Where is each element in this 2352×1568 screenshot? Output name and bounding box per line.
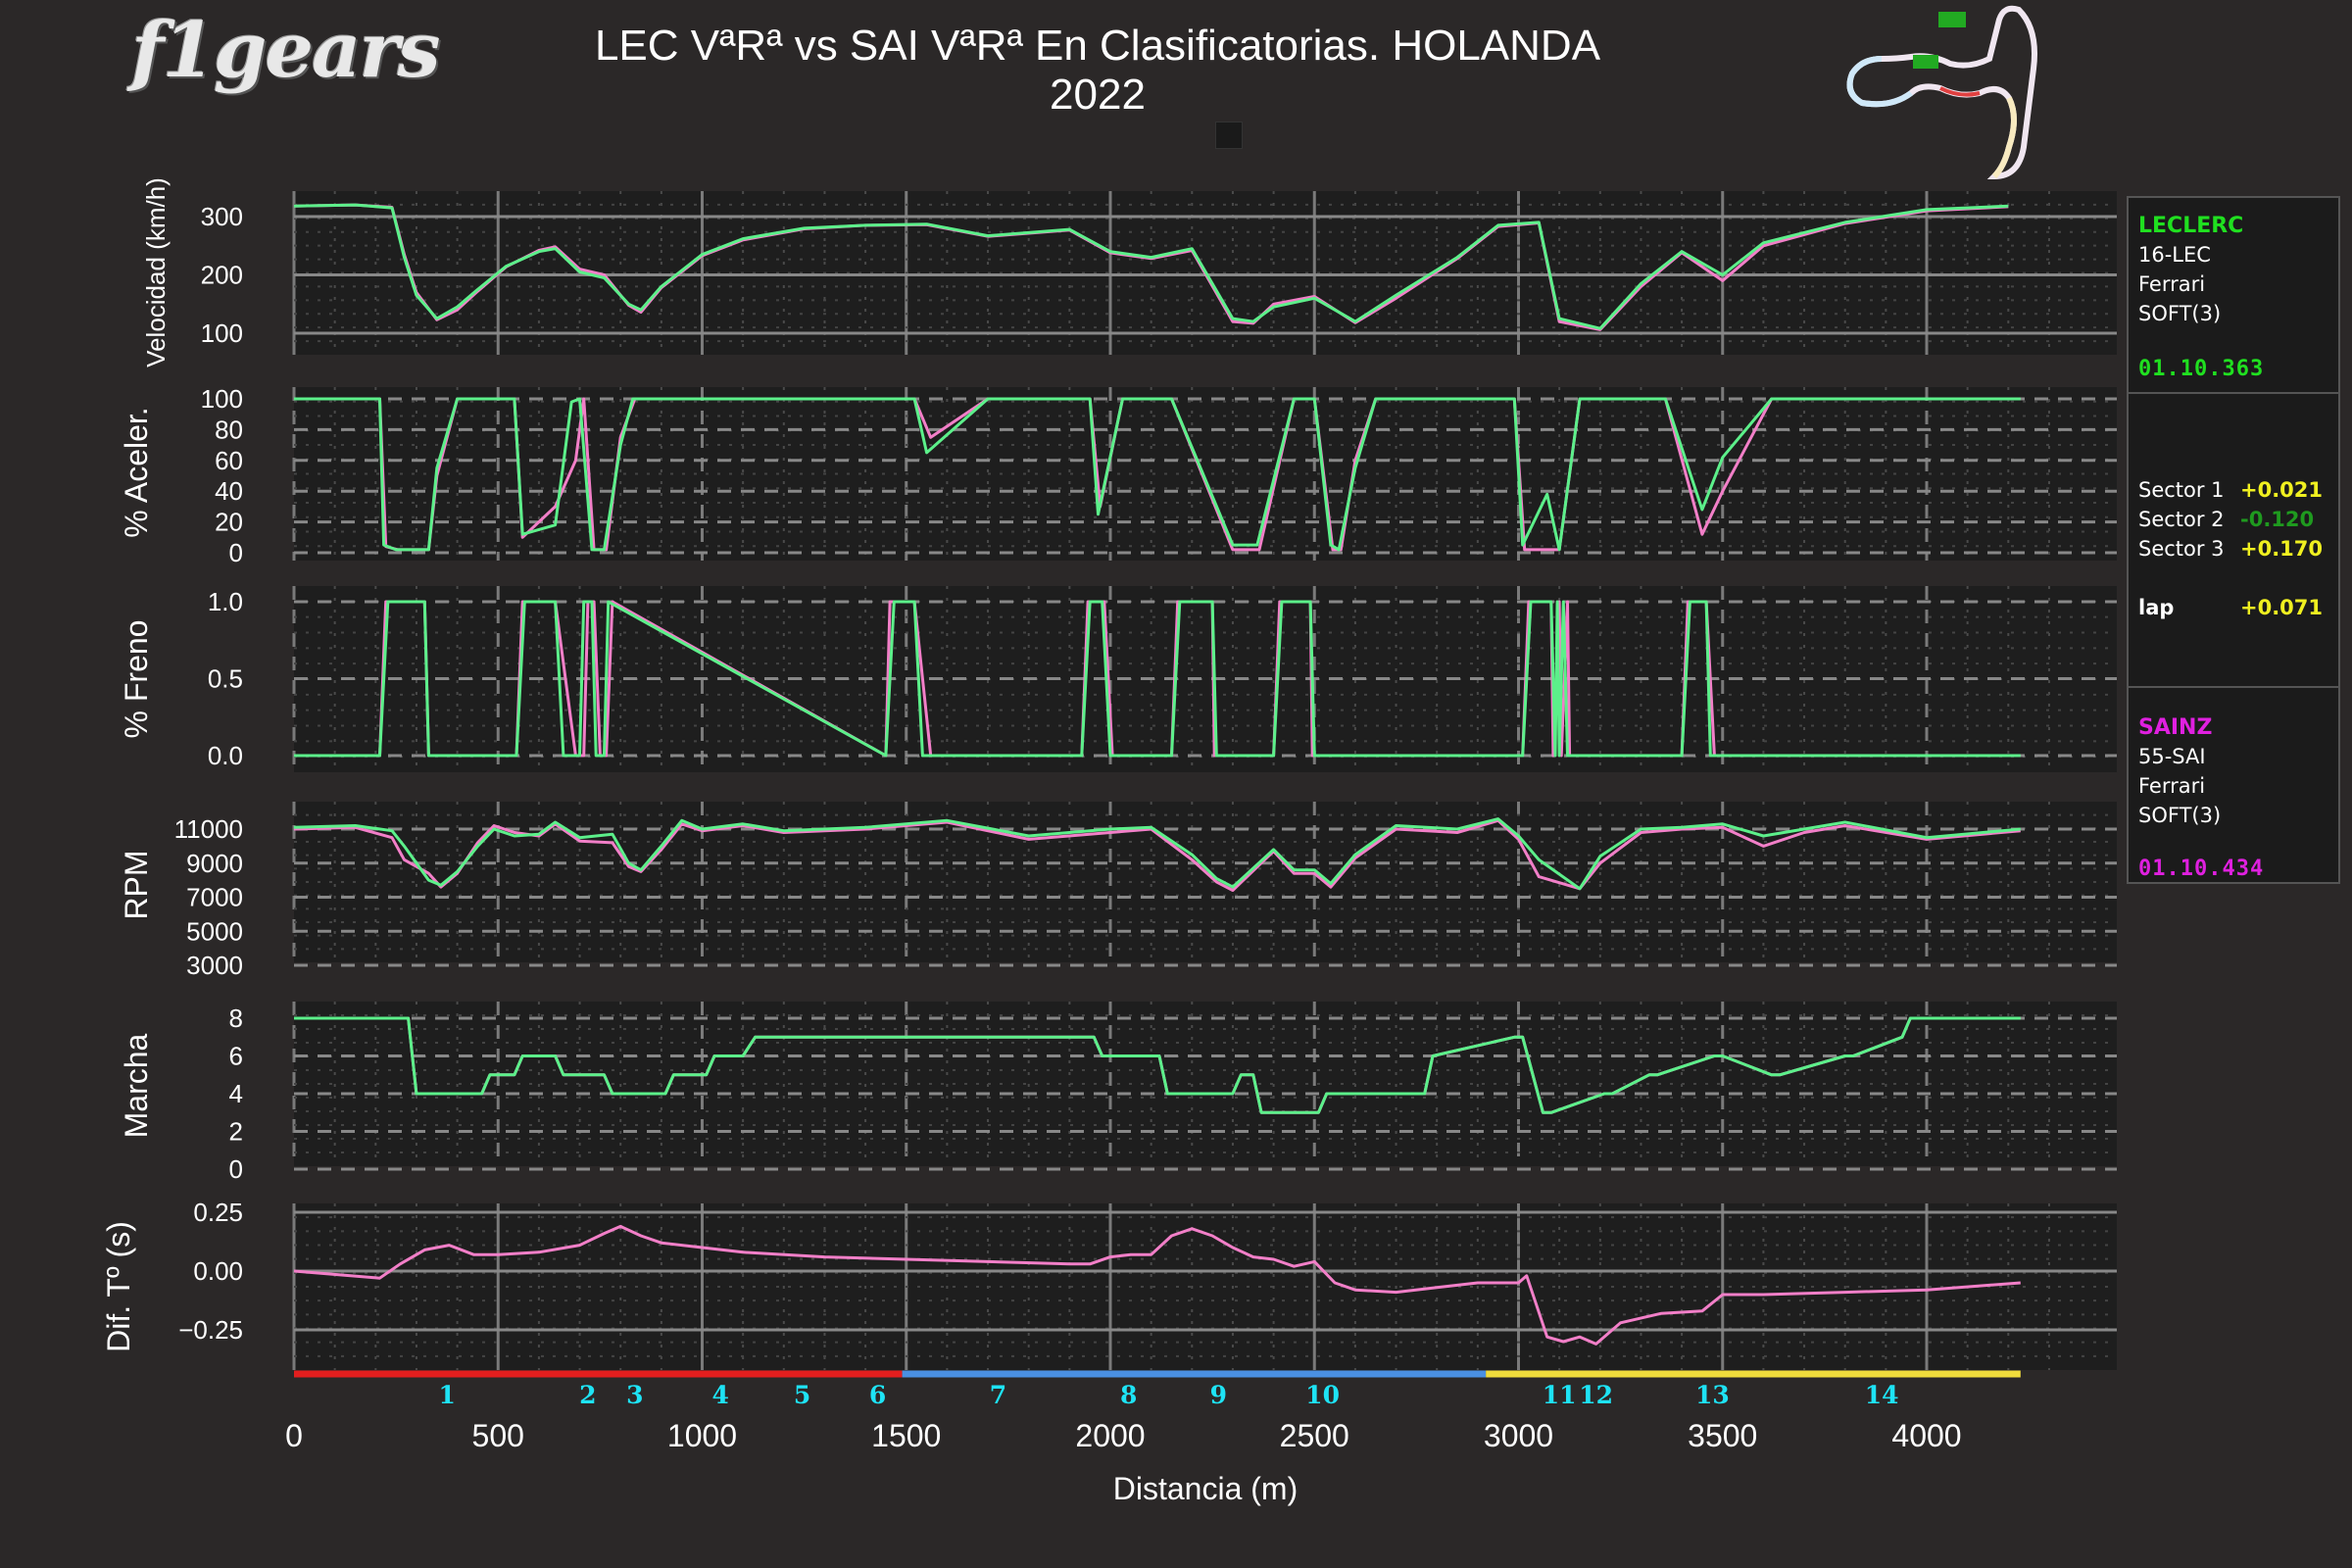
chart-title: LEC VªRª vs SAI VªRª En Clasificatorias.… — [594, 22, 1601, 119]
brake-series-leclerc — [294, 600, 2021, 758]
driver1-code: 16-LEC — [2138, 243, 2211, 267]
xtick-label: 1500 — [871, 1418, 941, 1453]
sector2-row: Sector 2 -0.120 — [2138, 508, 2314, 531]
sector3-row: Sector 3 +0.170 — [2138, 537, 2323, 561]
track-map-icon — [1846, 5, 2037, 180]
x-axis-label: Distancia (m) — [1113, 1471, 1298, 1506]
corner-label: 1 — [438, 1381, 455, 1409]
driver2-name: SAINZ — [2138, 715, 2213, 740]
rpm-ytick-label: 9000 — [186, 849, 243, 878]
delta-ytick-label: 0.25 — [193, 1198, 243, 1227]
driver2-laptime: 01.10.434 — [2138, 857, 2265, 881]
sector2-label: Sector 2 — [2138, 508, 2225, 531]
rpm-panel: 3000 5000 7000 9000 11000 RPM — [119, 802, 2117, 980]
sector1-delta: +0.021 — [2240, 478, 2324, 502]
gear-ytick-label: 8 — [229, 1004, 243, 1033]
speed-panel: 100 200 300 Velocidad (km/h) — [141, 177, 2117, 368]
throttle-ytick-label: 0 — [229, 538, 243, 567]
lap-delta: +0.071 — [2240, 596, 2324, 619]
logo-text: f1gears — [131, 6, 441, 95]
driver2-tyre: SOFT(3) — [2138, 804, 2222, 827]
brake-ylabel: % Freno — [119, 620, 154, 739]
corner-label: 7 — [990, 1381, 1006, 1409]
driver1-name: LECLERC — [2138, 214, 2244, 238]
throttle-ytick-label: 100 — [201, 384, 243, 414]
gear-panel: 0 2 4 6 8 Marcha — [119, 1002, 2117, 1184]
sector3-label: Sector 3 — [2138, 537, 2225, 561]
sector1-label: Sector 1 — [2138, 478, 2225, 502]
corner-label: 6 — [869, 1381, 886, 1409]
delta-series-dif — [293, 1224, 2021, 1346]
gear-ylabel: Marcha — [119, 1033, 154, 1138]
speed-ylabel: Velocidad (km/h) — [141, 177, 171, 368]
brake-ytick-label: 0.0 — [208, 741, 243, 770]
rpm-series-sainz — [293, 818, 2021, 892]
throttle-ytick-label: 20 — [215, 508, 243, 537]
corner-label: 4 — [712, 1381, 729, 1409]
driver1-laptime: 01.10.363 — [2138, 357, 2265, 381]
sector1-row: Sector 1 +0.021 — [2138, 478, 2323, 502]
gear-ytick-label: 0 — [229, 1154, 243, 1184]
rpm-ylabel: RPM — [119, 850, 154, 919]
corner-label: 12 — [1579, 1381, 1613, 1409]
corner-label: 13 — [1695, 1381, 1730, 1409]
throttle-series-leclerc — [294, 397, 2021, 552]
xtick-label: 2000 — [1075, 1418, 1145, 1453]
corner-label: 3 — [626, 1381, 643, 1409]
speed-ytick-label: 100 — [201, 318, 243, 348]
brake-panel: 0.0 0.5 1.0 % Freno — [119, 586, 2117, 772]
gear-ytick-label: 4 — [229, 1079, 243, 1108]
speed-ytick-label: 300 — [201, 202, 243, 231]
lap-row: lap +0.071 — [2138, 596, 2323, 619]
delta-ytick-label: 0.00 — [193, 1256, 243, 1286]
corner-label: 9 — [1210, 1381, 1227, 1409]
driver2-code: 55-SAI — [2138, 745, 2206, 768]
rpm-ytick-label: 7000 — [186, 883, 243, 912]
throttle-ytick-label: 60 — [215, 446, 243, 475]
xtick-label: 1000 — [667, 1418, 737, 1453]
xtick-label: 3500 — [1688, 1418, 1757, 1453]
gear-ytick-label: 6 — [229, 1042, 243, 1071]
f1gears-logo: f1gears — [61, 0, 441, 108]
xtick-label: 3000 — [1484, 1418, 1553, 1453]
lap-label: lap — [2138, 596, 2175, 619]
xtick-label: 0 — [285, 1418, 303, 1453]
corner-label: 2 — [579, 1381, 596, 1409]
rpm-ytick-label: 3000 — [186, 951, 243, 980]
driver2-panel: SAINZ 55-SAI Ferrari SOFT(3) 01.10.434 — [2127, 686, 2340, 884]
sector3-delta: +0.170 — [2240, 537, 2324, 561]
throttle-ytick-label: 40 — [215, 476, 243, 506]
delta-panel: Sector 1 +0.021 Sector 2 -0.120 Sector 3… — [2127, 392, 2340, 690]
rpm-series-leclerc — [293, 817, 2021, 891]
sector2-delta: -0.120 — [2240, 508, 2315, 531]
corner-label: 5 — [794, 1381, 810, 1409]
rpm-ytick-label: 11000 — [174, 814, 243, 844]
delta-ylabel: Dif. Tº (s) — [101, 1221, 136, 1352]
delta-ytick-label: −0.25 — [178, 1315, 243, 1345]
xtick-label: 4000 — [1891, 1418, 1961, 1453]
driver1-team: Ferrari — [2138, 272, 2206, 296]
corner-label: 10 — [1305, 1381, 1340, 1409]
driver1-panel: LECLERC 16-LEC Ferrari SOFT(3) 01.10.363 — [2127, 196, 2340, 396]
speed-ytick-label: 200 — [201, 261, 243, 290]
delta-panel: −0.25 0.00 0.25 Dif. Tº (s) — [101, 1198, 2117, 1370]
brake-ytick-label: 1.0 — [208, 587, 243, 616]
gear-ytick-label: 2 — [229, 1117, 243, 1147]
xtick-label: 2500 — [1280, 1418, 1349, 1453]
speed-series-leclerc — [293, 203, 2009, 330]
brake-ytick-label: 0.5 — [208, 664, 243, 694]
gear-series-leclerc — [294, 1016, 2021, 1114]
xtick-label: 500 — [472, 1418, 524, 1453]
corner-label: 11 — [1543, 1381, 1577, 1409]
throttle-ytick-label: 80 — [215, 415, 243, 444]
corner-label: 14 — [1865, 1381, 1899, 1409]
rpm-ytick-label: 5000 — [186, 916, 243, 946]
legend-marker — [1215, 122, 1243, 149]
driver2-team: Ferrari — [2138, 774, 2206, 798]
driver1-tyre: SOFT(3) — [2138, 302, 2222, 325]
corner-label: 8 — [1120, 1381, 1137, 1409]
throttle-ylabel: % Aceler. — [119, 407, 154, 537]
